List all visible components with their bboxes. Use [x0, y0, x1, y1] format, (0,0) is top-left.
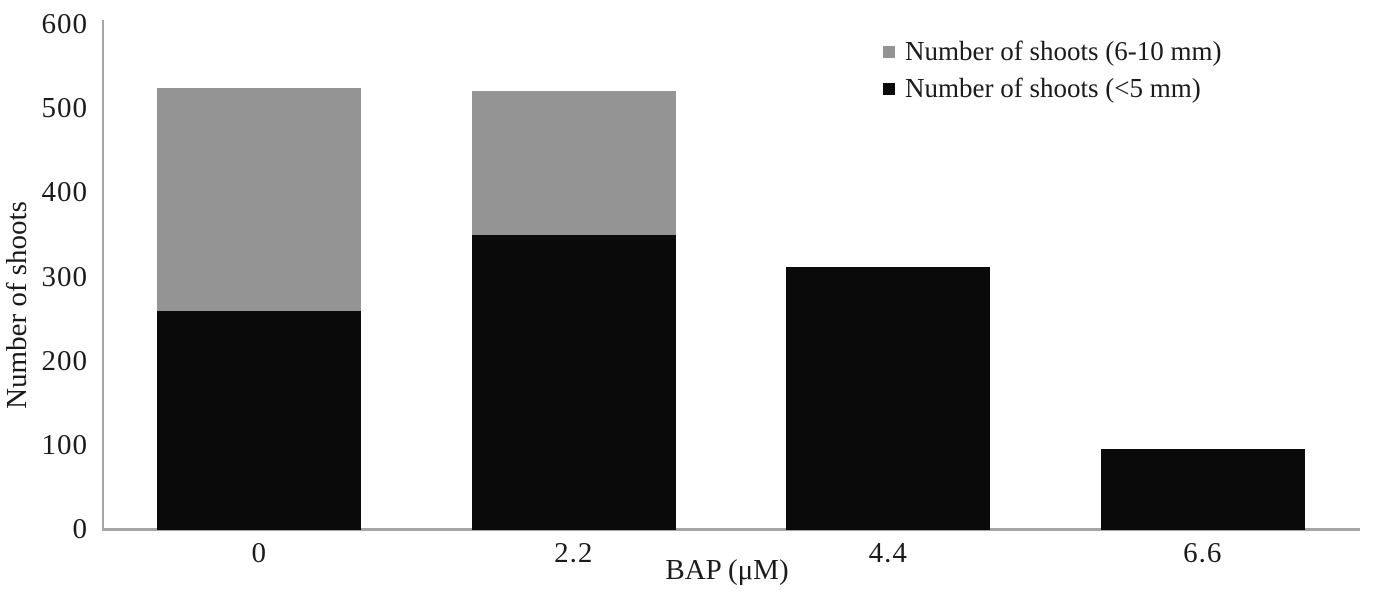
legend-label-6-10mm: Number of shoots (6-10 mm)	[905, 36, 1222, 66]
x-tick-label: 2.2	[554, 537, 594, 569]
legend-marker-under-5mm-icon	[883, 82, 895, 95]
bar-segment-under-5mm	[1100, 449, 1305, 530]
bar-segment-under-5mm	[157, 311, 362, 530]
y-tick-label: 300	[41, 260, 88, 293]
legend-item-6-10mm: Number of shoots (6-10 mm)	[883, 33, 1221, 70]
bar-segment-under-5mm	[471, 235, 676, 530]
y-tick-label: 0	[72, 513, 88, 545]
y-axis-line	[102, 20, 104, 531]
x-tick-label: 4.4	[868, 537, 908, 569]
y-tick-label: 500	[41, 92, 88, 125]
y-tick-label: 200	[41, 344, 88, 377]
x-tick-label: 6.6	[1183, 537, 1223, 569]
legend-label-under-5mm: Number of shoots (<5 mm)	[905, 73, 1201, 103]
y-tick-label: 400	[41, 176, 88, 209]
x-axis-title: BAP (μM)	[665, 554, 789, 586]
y-tick-label: 100	[41, 428, 88, 461]
bar-segment-6-10mm	[471, 90, 676, 236]
legend-item-under-5mm: Number of shoots (<5 mm)	[883, 70, 1221, 107]
bar-segment-under-5mm	[786, 267, 991, 530]
y-tick-label: 600	[41, 8, 88, 40]
x-axis-line	[102, 528, 1360, 531]
x-tick-label: 0	[251, 537, 267, 569]
legend-marker-6-10mm-icon	[883, 45, 895, 58]
legend: Number of shoots (6-10 mm) Number of sho…	[883, 33, 1221, 107]
bar-segment-6-10mm	[157, 88, 362, 312]
